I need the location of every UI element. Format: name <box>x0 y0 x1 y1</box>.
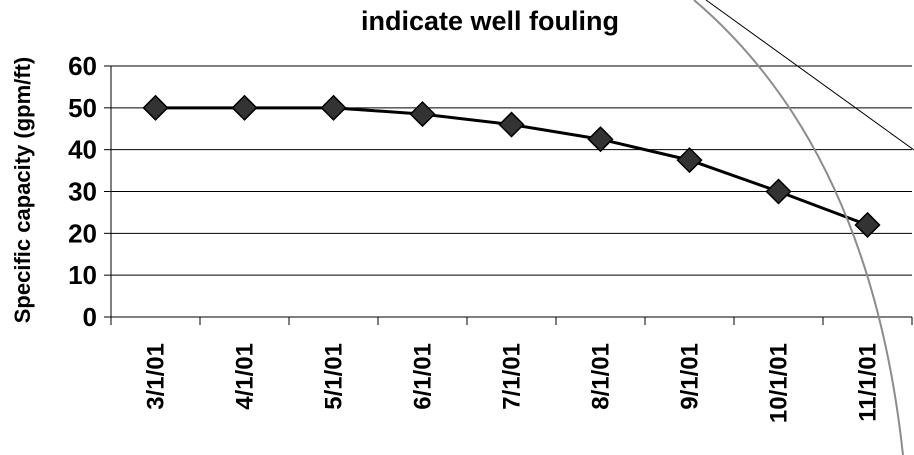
x-tick-labels: 3/1/01 4/1/01 5/1/01 6/1/01 7/1/01 8/1/01 9/1/… <box>143 343 882 423</box>
grid <box>111 65 912 276</box>
x-tick-label: 11/1/01 <box>855 343 882 422</box>
y-tick-label: 50 <box>68 93 97 123</box>
callout-line <box>705 0 914 151</box>
data-point <box>587 126 614 153</box>
data-point <box>854 211 881 239</box>
y-tick-label: 10 <box>68 260 97 290</box>
callout-lines <box>693 0 914 455</box>
y-tick-label: 40 <box>68 135 97 165</box>
data-point <box>142 94 169 121</box>
data-point <box>676 147 703 174</box>
x-tick-label: 10/1/01 <box>766 343 793 423</box>
data-point <box>498 111 525 138</box>
data-point <box>320 94 347 121</box>
y-tick-label: 60 <box>68 51 97 81</box>
x-tick-label: 9/1/01 <box>677 343 704 410</box>
chart-title: indicate well fouling <box>361 6 619 36</box>
y-tick-label: 30 <box>68 177 97 207</box>
x-tick-label: 7/1/01 <box>499 343 526 410</box>
axes <box>104 65 913 325</box>
y-tick-labels: 0 10 20 30 40 50 60 <box>68 51 97 332</box>
data-point <box>765 178 792 205</box>
y-tick-label: 20 <box>68 218 97 248</box>
y-tick-label: 0 <box>83 302 97 332</box>
data-point <box>409 101 436 128</box>
data-point <box>231 94 258 121</box>
series <box>142 94 881 239</box>
callout-curve <box>693 0 904 455</box>
x-tick-label: 3/1/01 <box>143 343 170 410</box>
x-tick-label: 5/1/01 <box>321 343 348 410</box>
x-tick-label: 8/1/01 <box>588 343 615 410</box>
x-tick-label: 4/1/01 <box>232 343 259 410</box>
y-axis-label: Specific capacity (gpm/ft) <box>10 57 35 324</box>
x-tick-label: 6/1/01 <box>410 343 437 410</box>
